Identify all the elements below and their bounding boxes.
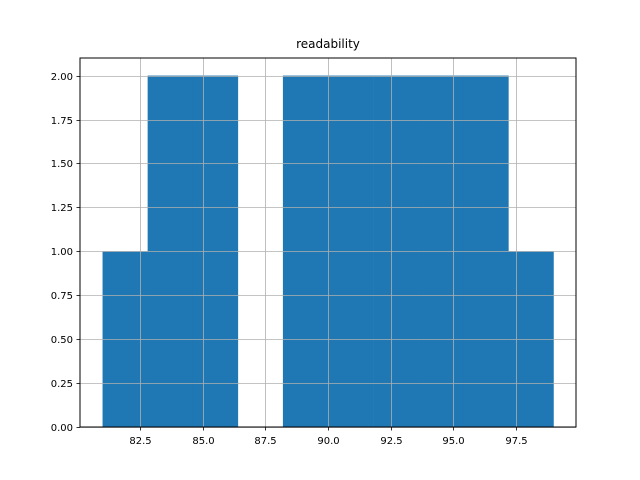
- y-tick-label: 1.25: [51, 203, 73, 214]
- x-tick-label: 87.5: [254, 436, 276, 447]
- y-tick-label: 1.00: [51, 247, 73, 258]
- y-axis: 0.00 0.25 0.50 0.75 1.00 1.25 1.50 1.75 2.00: [51, 72, 80, 434]
- y-tick-label: 0.75: [51, 291, 73, 302]
- y-tick-label: 0.25: [51, 379, 73, 390]
- y-tick-label: 1.50: [51, 159, 73, 170]
- x-tick-label: 82.5: [129, 436, 151, 447]
- x-tick-label: 85.0: [192, 436, 214, 447]
- plot-frame: [79, 57, 577, 428]
- y-tick-label: 0.00: [51, 423, 73, 434]
- y-tick-label: 0.50: [51, 335, 73, 346]
- x-tick-label: 97.5: [505, 436, 527, 447]
- x-axis: 82.5 85.0 87.5 90.0 92.5 95.0 97.5: [129, 427, 528, 447]
- y-tick-label: 1.75: [51, 116, 73, 127]
- x-tick-label: 90.0: [317, 436, 339, 447]
- x-tick-label: 92.5: [380, 436, 402, 447]
- chart-title: readability: [296, 37, 360, 51]
- x-tick-label: 95.0: [442, 436, 464, 447]
- y-tick-label: 2.00: [51, 72, 73, 83]
